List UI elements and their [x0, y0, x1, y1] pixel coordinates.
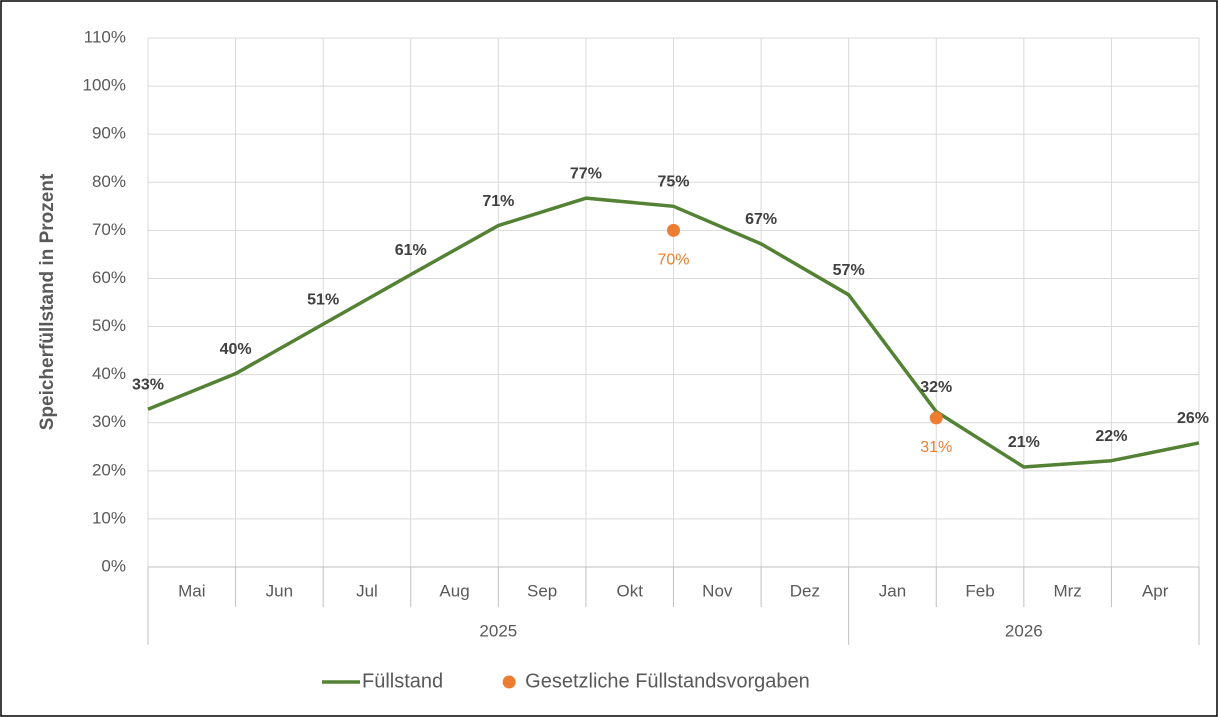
data-label: 61% — [395, 242, 427, 259]
data-point — [929, 411, 943, 425]
data-label: 33% — [132, 376, 164, 393]
y-tick-label: 50% — [92, 316, 126, 335]
data-label: 51% — [307, 291, 339, 308]
y-tick-label: 60% — [92, 268, 126, 287]
x-tick-label: Jun — [266, 581, 293, 600]
y-tick-label: 100% — [83, 76, 126, 95]
data-label: 70% — [657, 252, 689, 269]
x-tick-label: Mai — [178, 581, 205, 600]
data-label: 40% — [220, 341, 252, 358]
x-tick-label: Okt — [616, 581, 643, 600]
data-label: 75% — [657, 174, 689, 191]
y-tick-label: 30% — [92, 412, 126, 431]
y-tick-label: 80% — [92, 172, 126, 191]
data-label: 71% — [482, 193, 514, 210]
legend-label: Füllstand — [362, 670, 443, 692]
data-label: 21% — [1008, 434, 1040, 451]
y-tick-label: 90% — [92, 124, 126, 143]
x-tick-label: Dez — [790, 581, 820, 600]
data-point — [667, 223, 680, 237]
data-label: 31% — [920, 439, 952, 456]
data-line — [147, 196, 1200, 469]
y-tick-label: 0% — [101, 556, 126, 575]
y-tick-label: 40% — [92, 364, 126, 383]
y-tick-label: 20% — [92, 460, 126, 479]
data-label: 77% — [570, 165, 602, 182]
y-tick-label: 70% — [92, 220, 126, 239]
x-tick-label: Mrz — [1053, 581, 1081, 600]
legend-label: Gesetzliche Füllstandsvorgaben — [525, 670, 810, 692]
x-group-label: 2026 — [1005, 621, 1043, 640]
x-tick-label: Nov — [702, 581, 733, 600]
x-tick-label: Jul — [356, 581, 378, 600]
y-tick-label: 110% — [84, 27, 126, 46]
data-label: 67% — [745, 211, 777, 228]
data-label: 26% — [1177, 410, 1209, 427]
x-tick-label: Sep — [527, 581, 557, 600]
legend-swatch — [502, 675, 516, 689]
data-label: 57% — [833, 262, 865, 279]
x-tick-label: Aug — [439, 581, 469, 600]
data-label: 22% — [1095, 428, 1127, 445]
y-tick-label: 10% — [92, 508, 126, 527]
y-axis-title: Speicherfüllstand in Prozent — [37, 173, 58, 430]
data-label: 32% — [920, 379, 952, 396]
x-group-label: 2025 — [479, 621, 517, 640]
x-tick-label: Apr — [1142, 581, 1169, 600]
x-tick-label: Feb — [965, 581, 994, 600]
x-tick-label: Jan — [879, 581, 906, 600]
